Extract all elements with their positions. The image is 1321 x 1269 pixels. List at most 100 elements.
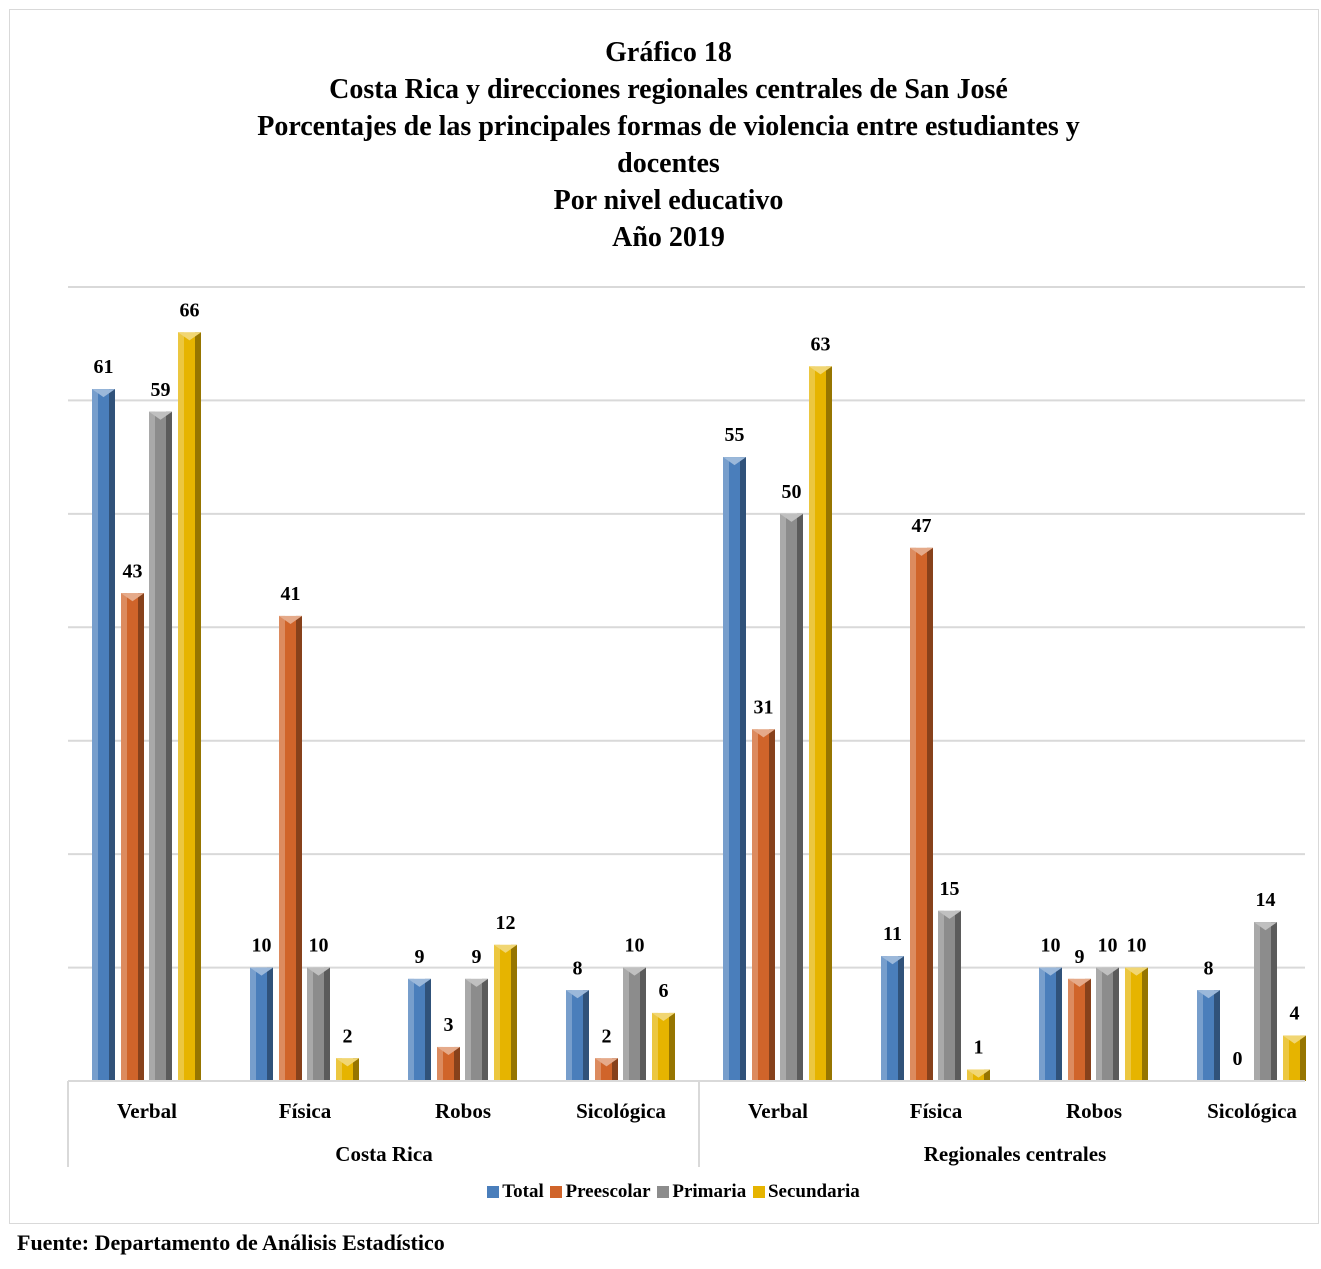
bar-regionales-centrales-fisica-secundaria bbox=[967, 1069, 990, 1081]
bar-costa-rica-robos-total bbox=[408, 978, 431, 1081]
data-label: 9 bbox=[415, 946, 425, 968]
category-label-fisica: Física bbox=[910, 1099, 963, 1123]
bar-costa-rica-fisica-preescolar bbox=[279, 615, 302, 1081]
title-line-3: Porcentajes de las principales formas de… bbox=[257, 111, 1080, 142]
bar-cap bbox=[780, 513, 803, 522]
bar-regionales-centrales-sicologica-total bbox=[1197, 990, 1220, 1081]
group-label-costa-rica: Costa Rica bbox=[335, 1142, 433, 1166]
bar-bevel-right bbox=[353, 1058, 359, 1081]
data-label: 15 bbox=[940, 878, 960, 900]
bar-costa-rica-verbal-secundaria bbox=[178, 332, 201, 1081]
data-label: 31 bbox=[754, 696, 774, 718]
bar-cap bbox=[1197, 990, 1220, 999]
chart-title: Gráfico 18 Costa Rica y direcciones regi… bbox=[0, 34, 1321, 256]
legend-item-total: Total bbox=[487, 1181, 544, 1203]
bar-bevel-left bbox=[149, 411, 155, 1081]
legend: Total Preescolar Primaria Secundaria bbox=[0, 1181, 1321, 1203]
legend-item-secundaria: Secundaria bbox=[752, 1181, 860, 1203]
bar-regionales-centrales-robos-total bbox=[1039, 967, 1062, 1081]
bar-regionales-centrales-robos-primaria bbox=[1096, 967, 1119, 1081]
bar-bevel-left bbox=[250, 967, 256, 1081]
bar-cap bbox=[307, 967, 330, 976]
bar-bevel-left bbox=[1254, 922, 1260, 1081]
bar-bevel-left bbox=[723, 457, 729, 1082]
data-label: 61 bbox=[94, 356, 114, 378]
bar-bevel-right bbox=[640, 967, 646, 1081]
legend-label-preescolar: Preescolar bbox=[565, 1181, 651, 1202]
bar-bevel-left bbox=[967, 1069, 973, 1081]
bar-costa-rica-sicologica-total bbox=[566, 990, 589, 1081]
bar-bevel-left bbox=[465, 978, 471, 1081]
data-label: 43 bbox=[123, 560, 143, 582]
title-line-2: Costa Rica y direcciones regionales cent… bbox=[329, 74, 1008, 105]
bar-bevel-left bbox=[1197, 990, 1203, 1081]
bar-bevel-left bbox=[752, 729, 758, 1081]
legend-swatch-total bbox=[487, 1186, 500, 1198]
bar-regionales-centrales-robos-secundaria bbox=[1125, 967, 1148, 1081]
bar-cap bbox=[938, 910, 961, 919]
bar-bevel-left bbox=[1068, 978, 1074, 1081]
legend-swatch-primaria bbox=[657, 1186, 670, 1198]
bar-regionales-centrales-robos-preescolar bbox=[1068, 978, 1091, 1081]
data-label: 10 bbox=[252, 935, 272, 957]
category-label-fisica: Física bbox=[279, 1099, 332, 1123]
bar-bevel-right bbox=[296, 615, 302, 1081]
bar-costa-rica-sicologica-primaria bbox=[623, 967, 646, 1081]
bar-bevel-right bbox=[425, 978, 431, 1081]
bar-bevel-right bbox=[166, 411, 172, 1081]
source-note: Fuente: Departamento de Análisis Estadís… bbox=[17, 1230, 445, 1255]
bar-bevel-left bbox=[336, 1058, 342, 1081]
data-label: 8 bbox=[573, 957, 583, 979]
bar-bevel-left bbox=[1125, 967, 1131, 1081]
bar-costa-rica-verbal-total bbox=[92, 389, 115, 1082]
bar-costa-rica-fisica-primaria bbox=[307, 967, 330, 1081]
data-label: 0 bbox=[1233, 1048, 1243, 1070]
bar-bevel-right bbox=[1300, 1035, 1306, 1081]
bar-bevel-left bbox=[938, 910, 944, 1081]
bar-cap bbox=[1068, 978, 1091, 987]
bar-cap bbox=[967, 1069, 990, 1078]
bar-bevel-left bbox=[279, 615, 285, 1081]
data-label: 6 bbox=[659, 980, 669, 1002]
category-label-robos: Robos bbox=[435, 1099, 491, 1123]
bar-bevel-right bbox=[511, 944, 517, 1081]
bar-cap bbox=[92, 389, 115, 398]
bar-bevel-left bbox=[780, 513, 786, 1081]
data-label: 1 bbox=[974, 1037, 984, 1059]
bar-bevel-left bbox=[408, 978, 414, 1081]
data-label: 50 bbox=[782, 481, 802, 503]
bar-cap bbox=[1039, 967, 1062, 976]
bar-costa-rica-sicologica-secundaria bbox=[652, 1012, 675, 1081]
legend-item-primaria: Primaria bbox=[657, 1181, 746, 1203]
bar-regionales-centrales-fisica-preescolar bbox=[910, 547, 933, 1081]
data-label: 10 bbox=[1127, 935, 1147, 957]
bar-bevel-right bbox=[195, 332, 201, 1081]
bar-cap bbox=[652, 1012, 675, 1021]
group-label-regionales-centrales: Regionales centrales bbox=[924, 1142, 1107, 1166]
bar-cap bbox=[910, 547, 933, 556]
title-line-6: Año 2019 bbox=[612, 222, 725, 253]
data-label: 4 bbox=[1290, 1003, 1300, 1025]
bar-cap bbox=[1096, 967, 1119, 976]
data-label: 2 bbox=[343, 1025, 353, 1047]
data-label: 63 bbox=[811, 333, 831, 355]
bar-bevel-right bbox=[583, 990, 589, 1081]
bar-bevel-right bbox=[955, 910, 961, 1081]
data-label: 3 bbox=[444, 1014, 454, 1036]
data-label: 14 bbox=[1256, 889, 1276, 911]
data-label: 10 bbox=[1098, 935, 1118, 957]
bar-cap bbox=[752, 729, 775, 738]
bar-bevel-left bbox=[652, 1012, 658, 1081]
chart-frame bbox=[9, 9, 1319, 1224]
bar-costa-rica-fisica-secundaria bbox=[336, 1058, 359, 1081]
title-line-1: Gráfico 18 bbox=[605, 37, 732, 68]
bar-costa-rica-verbal-preescolar bbox=[121, 593, 144, 1081]
bar-bevel-left bbox=[437, 1046, 443, 1081]
bar-cap bbox=[1254, 922, 1277, 931]
bar-regionales-centrales-verbal-secundaria bbox=[809, 366, 832, 1081]
bar-regionales-centrales-verbal-total bbox=[723, 457, 746, 1082]
bar-cap bbox=[809, 366, 832, 375]
legend-item-preescolar: Preescolar bbox=[550, 1181, 651, 1203]
bar-costa-rica-robos-primaria bbox=[465, 978, 488, 1081]
